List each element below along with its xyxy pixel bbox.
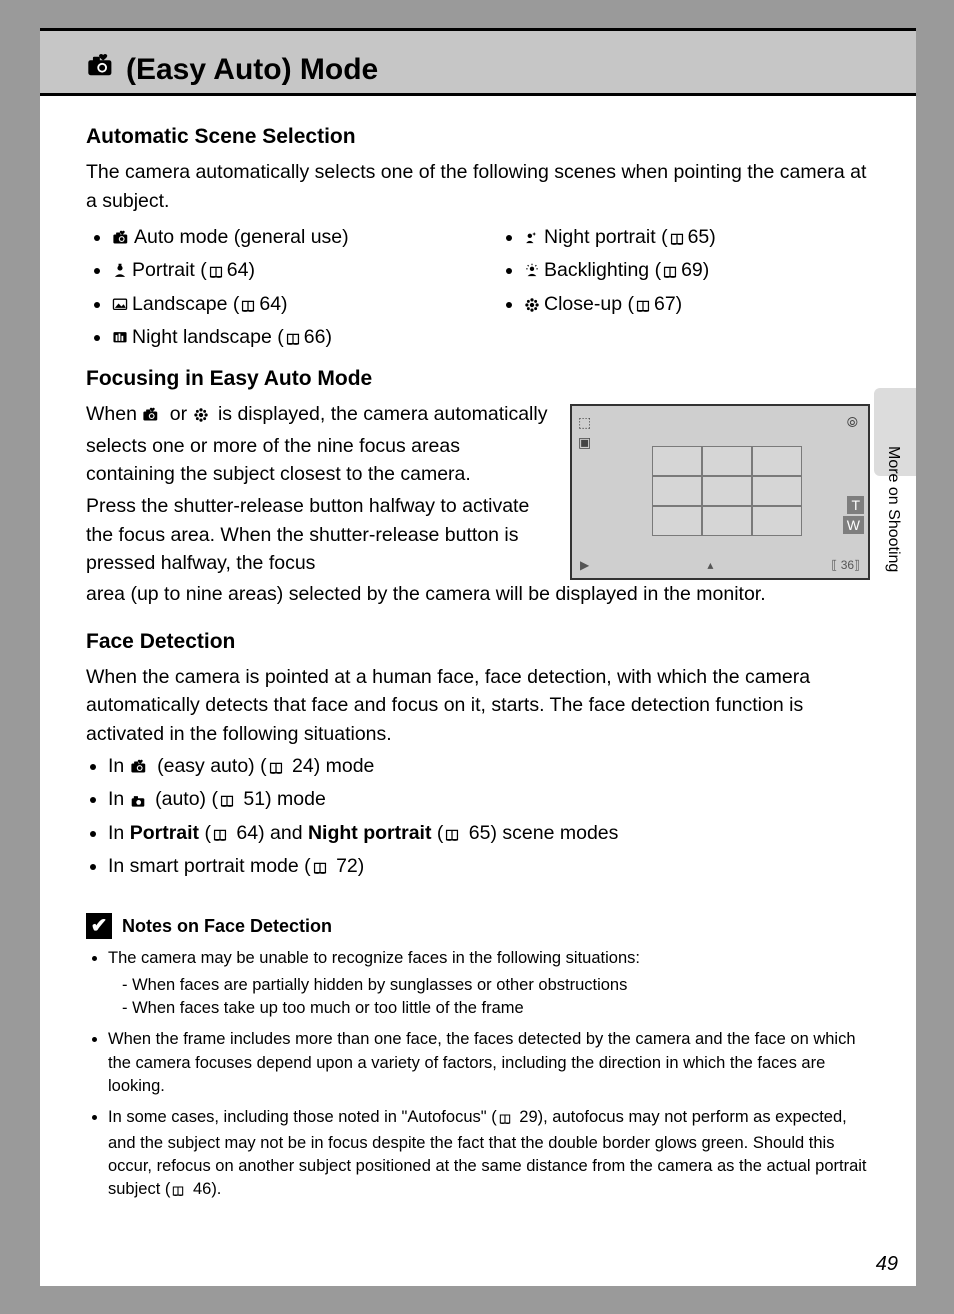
notes-heading-text: Notes on Face Detection xyxy=(122,913,332,939)
book-icon xyxy=(211,822,229,850)
lcd-diagram: ⬚ ▣ ⦾ T W ▶ ▴ ⟦⁠ 36⟧ xyxy=(570,404,870,580)
notes-section: ✔ Notes on Face Detection The camera may… xyxy=(86,913,870,1204)
scene-label: Night portrait xyxy=(544,226,656,248)
list-item: In (easy auto) ( 24) mode xyxy=(108,752,870,783)
check-badge-icon: ✔ xyxy=(86,913,112,939)
lcd-up-icon: ▴ xyxy=(707,557,713,574)
auto-scene-intro: The camera automatically selects one of … xyxy=(86,158,870,215)
chapter-side-label: More on Shooting xyxy=(884,446,902,572)
closeup-icon xyxy=(524,293,540,321)
book-icon xyxy=(170,1181,186,1204)
title-text: (Easy Auto) Mode xyxy=(126,53,378,87)
night-landscape-icon xyxy=(112,326,128,354)
notes-list: The camera may be unable to recognize fa… xyxy=(86,947,870,1204)
page-ref: 24 xyxy=(292,755,314,777)
camera-icon xyxy=(130,788,146,816)
page-ref: 65 xyxy=(688,226,710,248)
book-icon xyxy=(634,293,652,321)
face-detection-list: In (easy auto) ( 24) mode In (auto) ( 51… xyxy=(86,752,870,883)
focusing-p2-start: Press the shutter-release button halfway… xyxy=(86,492,552,577)
scene-item: Night portrait (65) xyxy=(524,223,870,254)
manual-page: (Easy Auto) Mode More on Shooting Automa… xyxy=(40,28,916,1286)
page-ref: 29 xyxy=(519,1108,537,1126)
page-ref: 64 xyxy=(259,293,281,315)
scene-columns: Auto mode (general use) Portrait (64) La… xyxy=(86,221,870,356)
zoom-wide-indicator: W xyxy=(843,516,864,534)
scene-label: Close-up xyxy=(544,293,622,315)
backlight-icon xyxy=(524,259,540,287)
lcd-mode-icon: ⬚ xyxy=(578,412,591,432)
page-ref: 65 xyxy=(469,822,491,844)
page-header: (Easy Auto) Mode xyxy=(40,28,916,96)
focusing-p1: When or is displayed, the camera automat… xyxy=(86,400,552,488)
book-icon xyxy=(311,855,329,883)
lcd-play-icon: ▣ xyxy=(578,432,591,452)
closeup-icon xyxy=(193,403,209,431)
focusing-p2-end: area (up to nine areas) selected by the … xyxy=(86,580,870,608)
page-ref: 64 xyxy=(227,259,249,281)
note-item: When the frame includes more than one fa… xyxy=(108,1028,870,1097)
scene-list-right: Night portrait (65) Backlighting (69) Cl… xyxy=(498,223,870,321)
face-detection-intro: When the camera is pointed at a human fa… xyxy=(86,663,870,748)
lcd-left-icon: ▶ xyxy=(580,557,589,574)
notes-heading: ✔ Notes on Face Detection xyxy=(86,913,870,939)
page-ref: 66 xyxy=(304,326,326,348)
book-icon xyxy=(497,1109,513,1132)
book-icon xyxy=(218,788,236,816)
scene-item: Backlighting (69) xyxy=(524,256,870,287)
book-icon xyxy=(239,293,257,321)
scene-label: Night landscape xyxy=(132,326,272,348)
scene-item: Landscape (64) xyxy=(112,290,458,321)
book-icon xyxy=(443,822,461,850)
book-icon xyxy=(284,326,302,354)
heading-face-detection: Face Detection xyxy=(86,627,870,657)
zoom-tele-indicator: T xyxy=(847,496,864,514)
scene-list-left: Auto mode (general use) Portrait (64) La… xyxy=(86,223,458,354)
camera-heart-icon xyxy=(130,755,148,783)
note-subitem: When faces take up too much or too littl… xyxy=(122,997,870,1020)
list-item: In (auto) ( 51) mode xyxy=(108,785,870,816)
page-title: (Easy Auto) Mode xyxy=(86,53,378,87)
lcd-counter: ⟦⁠ 36⟧ xyxy=(831,557,860,574)
page-content: Automatic Scene Selection The camera aut… xyxy=(40,96,916,1204)
focus-grid xyxy=(652,446,802,536)
camera-heart-icon xyxy=(112,226,130,254)
page-number: 49 xyxy=(876,1253,898,1276)
focusing-row: When or is displayed, the camera automat… xyxy=(86,400,870,580)
camera-heart-icon xyxy=(142,403,160,431)
page-ref: 51 xyxy=(243,788,265,810)
scene-label: Backlighting xyxy=(544,259,649,281)
page-ref: 64 xyxy=(236,822,258,844)
heading-auto-scene: Automatic Scene Selection xyxy=(86,122,870,152)
night-portrait-icon xyxy=(524,226,540,254)
heading-focusing: Focusing in Easy Auto Mode xyxy=(86,364,870,394)
scene-item: Close-up (67) xyxy=(524,290,870,321)
list-item: In Portrait ( 64) and Night portrait ( 6… xyxy=(108,819,870,850)
book-icon xyxy=(668,226,686,254)
scene-label: Auto mode (general use) xyxy=(134,226,349,248)
page-ref: 72 xyxy=(336,855,358,877)
landscape-icon xyxy=(112,293,128,321)
page-ref: 67 xyxy=(654,293,676,315)
note-item: In some cases, including those noted in … xyxy=(108,1106,870,1204)
scene-item: Auto mode (general use) xyxy=(112,223,458,254)
scene-label: Portrait xyxy=(132,259,195,281)
portrait-icon xyxy=(112,259,128,287)
scene-item: Portrait (64) xyxy=(112,256,458,287)
camera-heart-icon xyxy=(86,53,116,87)
list-item: In smart portrait mode ( 72) xyxy=(108,852,870,883)
note-item: The camera may be unable to recognize fa… xyxy=(108,947,870,1020)
scene-item: Night landscape (66) xyxy=(112,323,458,354)
page-ref: 46 xyxy=(193,1180,211,1198)
lcd-vr-icon: ⦾ xyxy=(847,412,858,432)
book-icon xyxy=(267,755,285,783)
page-ref: 69 xyxy=(681,259,703,281)
note-subitem: When faces are partially hidden by sungl… xyxy=(122,974,870,997)
book-icon xyxy=(207,259,225,287)
book-icon xyxy=(661,259,679,287)
scene-label: Landscape xyxy=(132,293,227,315)
